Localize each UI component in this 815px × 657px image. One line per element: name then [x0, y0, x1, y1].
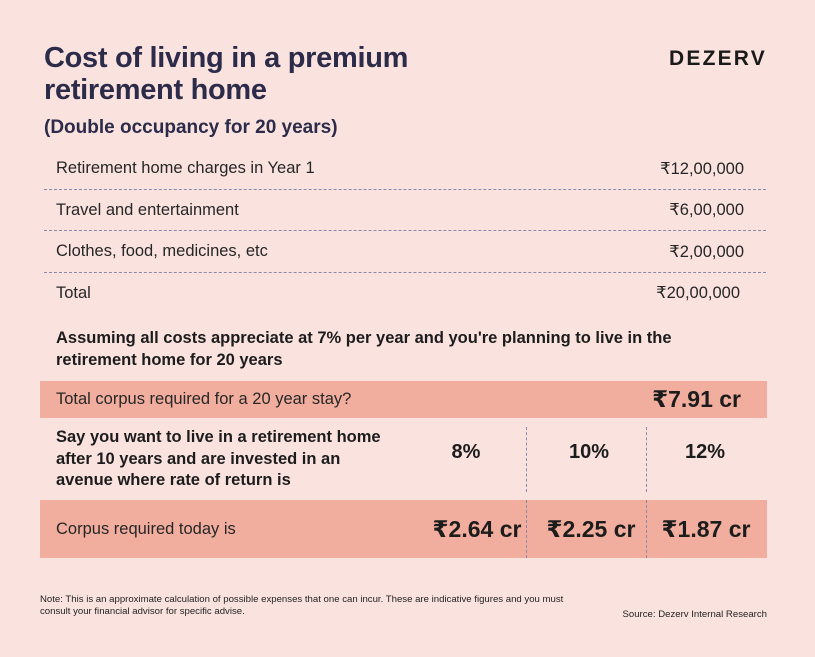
corpus-today-10: ₹2.25 cr	[546, 515, 636, 542]
total-corpus-band: Total corpus required for a 20 year stay…	[40, 381, 767, 418]
cost-row: Clothes, food, medicines, etc ₹2,00,000	[44, 231, 768, 273]
cost-value: ₹12,00,000	[660, 159, 744, 178]
cost-value: ₹2,00,000	[669, 242, 744, 261]
corpus-today-band: Corpus required today is ₹2.64 cr ₹2.25 …	[40, 500, 767, 558]
column-divider	[646, 427, 647, 492]
total-corpus-label: Total corpus required for a 20 year stay…	[56, 390, 352, 408]
cost-label: Total	[56, 283, 91, 302]
cost-value: ₹6,00,000	[669, 201, 744, 220]
rate-10: 10%	[568, 441, 610, 463]
rate-12: 12%	[684, 441, 726, 463]
rate-8: 8%	[451, 441, 481, 463]
scenario-question: Say you want to live in a retirement hom…	[56, 428, 381, 489]
column-divider	[526, 500, 527, 558]
cost-label: Travel and entertainment	[56, 200, 239, 219]
cost-label: Retirement home charges in Year 1	[56, 159, 315, 178]
column-divider	[526, 427, 527, 492]
cost-table: Retirement home charges in Year 1 ₹12,00…	[44, 148, 768, 314]
cost-label: Clothes, food, medicines, etc	[56, 242, 268, 261]
rate-scenario: Say you want to live in a retirement hom…	[56, 427, 767, 492]
total-corpus-value: ₹7.91 cr	[652, 386, 741, 412]
corpus-today-12: ₹1.87 cr	[661, 515, 751, 542]
page-subtitle: (Double occupancy for 20 years)	[44, 117, 338, 138]
page-title: Cost of living in a premium retirement h…	[44, 42, 409, 106]
cost-value: ₹20,00,000	[656, 284, 740, 303]
disclaimer-note: Note: This is an approximate calculation…	[40, 594, 564, 617]
corpus-today-8: ₹2.64 cr	[432, 515, 522, 542]
cost-row: Retirement home charges in Year 1 ₹12,00…	[44, 148, 768, 190]
brand-logo: DEZERV	[669, 47, 767, 70]
assumption-text: Assuming all costs appreciate at 7% per …	[56, 329, 672, 369]
cost-row: Travel and entertainment ₹6,00,000	[44, 190, 768, 232]
cost-row-total: Total ₹20,00,000	[44, 273, 768, 315]
column-divider	[646, 500, 647, 558]
corpus-today-label: Corpus required today is	[56, 519, 236, 538]
source-credit: Source: Dezerv Internal Research	[622, 609, 767, 620]
